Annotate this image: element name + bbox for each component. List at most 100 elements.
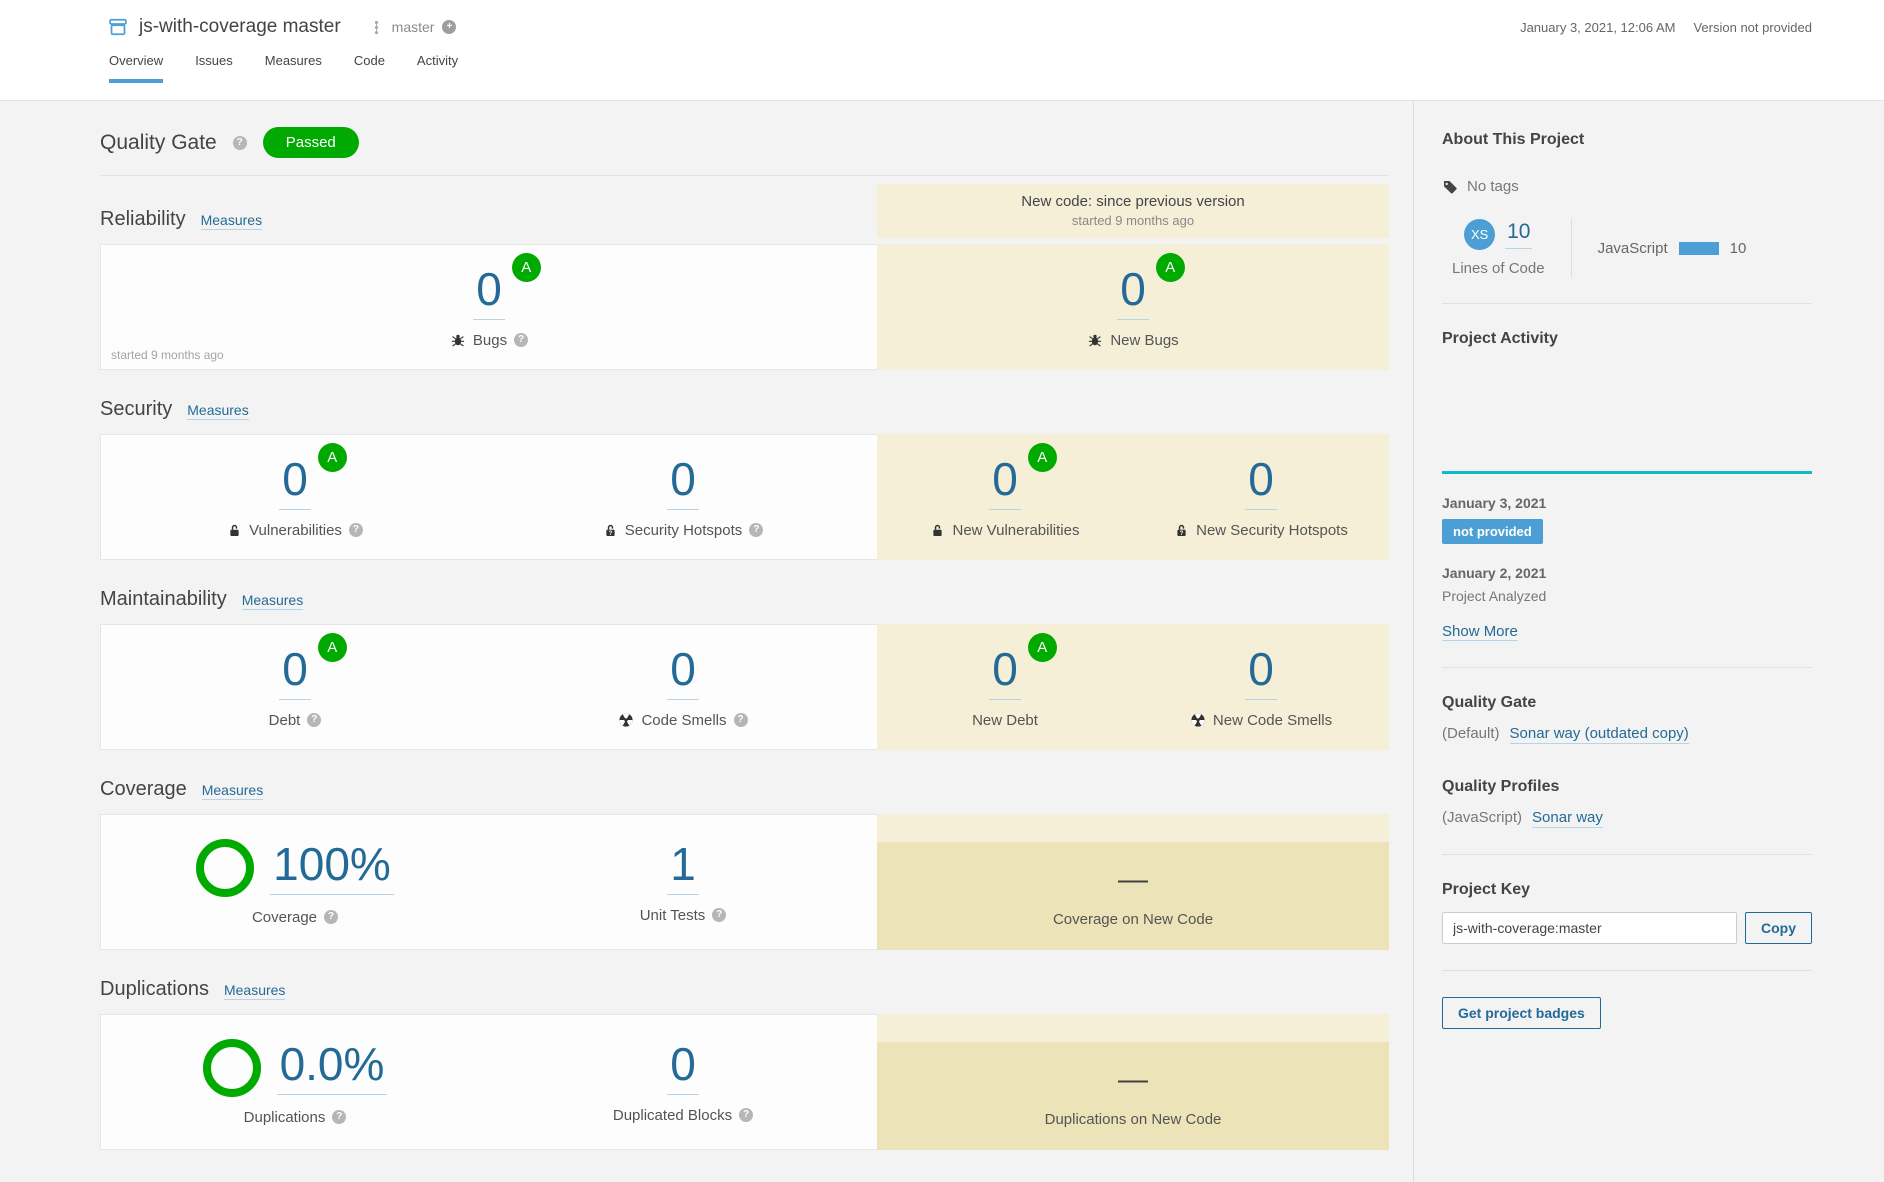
security-new-code-card: 0 A New Vulnerabilities 0 New Security H… bbox=[877, 434, 1389, 560]
rating-badge[interactable]: A bbox=[1156, 253, 1185, 282]
activity-event: January 3, 2021 not provided bbox=[1442, 495, 1812, 544]
new-code-banner: New code: since previous version started… bbox=[877, 184, 1389, 238]
new-code-smells-value[interactable]: 0 bbox=[1245, 646, 1277, 700]
metric-label: New Vulnerabilities bbox=[952, 522, 1079, 539]
coverage-value[interactable]: 100% bbox=[270, 841, 394, 895]
page-title: js-with-coverage master bbox=[139, 16, 341, 38]
tab-overview[interactable]: Overview bbox=[109, 53, 163, 83]
rating-badge[interactable]: A bbox=[318, 443, 347, 472]
quality-profiles-link[interactable]: Sonar way bbox=[1532, 809, 1603, 828]
metric-label: Coverage bbox=[252, 909, 317, 926]
help-icon[interactable]: ? bbox=[749, 523, 763, 537]
metric-label: New Debt bbox=[972, 712, 1038, 729]
branch-icon bbox=[369, 20, 384, 35]
tab-measures[interactable]: Measures bbox=[265, 53, 322, 83]
help-icon[interactable]: ? bbox=[332, 1110, 346, 1124]
project-tabs: Overview Issues Measures Code Activity bbox=[108, 53, 1812, 83]
section-title: Security bbox=[100, 398, 172, 421]
help-icon[interactable]: ? bbox=[349, 523, 363, 537]
debt-value[interactable]: 0 bbox=[279, 646, 311, 700]
project-activity-title: Project Activity bbox=[1442, 330, 1812, 348]
help-icon[interactable]: ? bbox=[324, 910, 338, 924]
project-header: js-with-coverage master master + January… bbox=[0, 0, 1884, 101]
copy-button[interactable]: Copy bbox=[1745, 912, 1812, 944]
branch-name[interactable]: master bbox=[392, 19, 435, 35]
code-smells-value[interactable]: 0 bbox=[667, 646, 699, 700]
lines-of-code-block: XS 10 Lines of Code bbox=[1442, 219, 1572, 277]
metric-label: Debt bbox=[269, 712, 301, 729]
security-hotspots-value[interactable]: 0 bbox=[667, 456, 699, 510]
placeholder-dash: — bbox=[1118, 865, 1148, 895]
measures-link[interactable]: Measures bbox=[242, 592, 303, 610]
unit-tests-value[interactable]: 1 bbox=[667, 841, 699, 895]
maintainability-card: 0 A Debt ? 0 Code Smells ? bbox=[100, 624, 877, 750]
lock-question-icon bbox=[603, 523, 618, 538]
rating-badge[interactable]: A bbox=[318, 633, 347, 662]
lock-question-icon bbox=[1174, 523, 1189, 538]
lines-of-code-value[interactable]: 10 bbox=[1505, 220, 1532, 249]
duplications-new-code-card: — Duplications on New Code bbox=[877, 1014, 1389, 1150]
maintainability-new-code-card: 0 A New Debt 0 New Code Smells bbox=[877, 624, 1389, 750]
rating-badge[interactable]: A bbox=[1028, 443, 1057, 472]
about-project-title: About This Project bbox=[1442, 131, 1812, 149]
metric-label: Duplications bbox=[244, 1109, 326, 1126]
new-code-banner-title: New code: since previous version bbox=[877, 193, 1389, 210]
project-key-title: Project Key bbox=[1442, 881, 1812, 899]
add-branch-icon[interactable]: + bbox=[442, 20, 456, 34]
duplications-card: 0.0% Duplications ? 0 Duplicated Blocks … bbox=[100, 1014, 877, 1150]
bug-icon bbox=[1087, 332, 1103, 348]
metric-label: Bugs bbox=[473, 332, 507, 349]
tab-code[interactable]: Code bbox=[354, 53, 385, 83]
measures-link[interactable]: Measures bbox=[187, 402, 248, 420]
metric-label: Coverage on New Code bbox=[1053, 911, 1213, 928]
get-project-badges-button[interactable]: Get project badges bbox=[1442, 997, 1601, 1029]
bug-icon bbox=[450, 332, 466, 348]
help-icon[interactable]: ? bbox=[739, 1108, 753, 1122]
quality-gate-link[interactable]: Sonar way (outdated copy) bbox=[1510, 725, 1689, 744]
metric-new-security-hotspots: 0 New Security Hotspots bbox=[1133, 456, 1389, 539]
metric-duplicated-blocks: 0 Duplicated Blocks ? bbox=[489, 1041, 877, 1124]
new-code-banner-subtitle: started 9 months ago bbox=[877, 213, 1389, 228]
duplicated-blocks-value[interactable]: 0 bbox=[667, 1041, 699, 1095]
divider bbox=[1442, 303, 1812, 304]
tags-row[interactable]: No tags bbox=[1442, 178, 1812, 195]
new-security-hotspots-value[interactable]: 0 bbox=[1245, 456, 1277, 510]
vulnerabilities-value[interactable]: 0 bbox=[279, 456, 311, 510]
coverage-ring-icon bbox=[196, 839, 254, 897]
bugs-value[interactable]: 0 bbox=[473, 266, 505, 320]
reliability-new-code-card: 0 A New Bugs bbox=[877, 244, 1389, 370]
project-key-input[interactable] bbox=[1442, 912, 1737, 944]
section-title: Coverage bbox=[100, 778, 187, 801]
help-icon[interactable]: ? bbox=[233, 136, 247, 150]
title-row: js-with-coverage master master + January… bbox=[108, 16, 1812, 38]
security-card: 0 A Vulnerabilities ? 0 Secu bbox=[100, 434, 877, 560]
event-version-badge: not provided bbox=[1442, 519, 1543, 544]
metric-label: New Code Smells bbox=[1213, 712, 1332, 729]
new-vulnerabilities-value[interactable]: 0 bbox=[989, 456, 1021, 510]
quality-profiles-title: Quality Profiles bbox=[1442, 778, 1812, 796]
rating-badge[interactable]: A bbox=[512, 253, 541, 282]
tab-activity[interactable]: Activity bbox=[417, 53, 458, 83]
duplications-ring-icon bbox=[203, 1039, 261, 1097]
activity-sparkline[interactable] bbox=[1442, 356, 1812, 474]
metric-label: Duplications on New Code bbox=[1045, 1111, 1222, 1128]
new-bugs-value[interactable]: 0 bbox=[1117, 266, 1149, 320]
quality-gate-row: Quality Gate ? Passed bbox=[100, 101, 1389, 158]
branch-selector[interactable]: master + bbox=[369, 19, 457, 35]
event-description: Project Analyzed bbox=[1442, 588, 1812, 604]
show-more-link[interactable]: Show More bbox=[1442, 623, 1518, 641]
tab-issues[interactable]: Issues bbox=[195, 53, 233, 83]
new-debt-value[interactable]: 0 bbox=[989, 646, 1021, 700]
measures-link[interactable]: Measures bbox=[224, 982, 285, 1000]
help-icon[interactable]: ? bbox=[712, 908, 726, 922]
rating-badge[interactable]: A bbox=[1028, 633, 1057, 662]
section-title: Reliability bbox=[100, 208, 186, 231]
measures-link[interactable]: Measures bbox=[201, 212, 262, 230]
section-reliability: Reliability Measures New code: since pre… bbox=[100, 176, 1389, 370]
measures-link[interactable]: Measures bbox=[202, 782, 263, 800]
duplications-value[interactable]: 0.0% bbox=[277, 1041, 388, 1095]
help-icon[interactable]: ? bbox=[514, 333, 528, 347]
help-icon[interactable]: ? bbox=[307, 713, 321, 727]
help-icon[interactable]: ? bbox=[734, 713, 748, 727]
tags-label: No tags bbox=[1467, 178, 1519, 195]
